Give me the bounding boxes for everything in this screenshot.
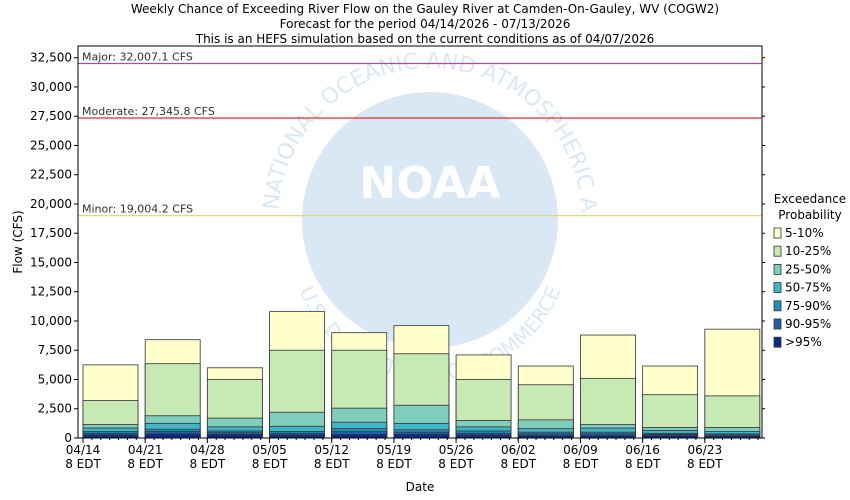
legend-entry: >95% [785,335,822,349]
x-tick-label-date: 04/21 [128,443,163,457]
x-tick-label-time: 8 EDT [376,457,412,471]
bar-segment [206,434,263,439]
chart-title-line: Weekly Chance of Exceeding River Flow on… [131,2,719,16]
legend-swatch [773,263,782,275]
x-tick-label-date: 06/23 [688,443,723,457]
watermark-disc [302,92,558,348]
x-tick-label-time: 8 EDT [65,457,101,471]
legend-entry: 75-90% [785,299,831,313]
y-tick-label: 10,000 [30,314,72,328]
y-tick-label: 30,000 [30,80,72,94]
x-tick-label-time: 8 EDT [314,457,350,471]
x-tick-label-time: 8 EDT [625,457,661,471]
legend: Exceedance Probability 5-10% 10-25% 25-50% 50… [773,192,846,349]
legend-swatch [773,336,782,348]
x-tick-label-date: 06/02 [501,443,536,457]
threshold-label: Minor: 19,004.2 CFS [82,203,193,216]
x-tick-label-date: 04/28 [190,443,225,457]
y-tick-label: 32,500 [30,51,72,65]
legend-swatch [773,300,782,312]
legend-entry: 50-75% [785,281,831,295]
y-tick-label: 0 [64,431,72,445]
y-tick-label: 25,000 [30,138,72,152]
y-tick-label: 20,000 [30,197,72,211]
x-tick-label-time: 8 EDT [190,457,226,471]
x-tick-label-time: 8 EDT [438,457,474,471]
x-tick-label-date: 05/26 [439,443,474,457]
x-tick-label-time: 8 EDT [252,457,288,471]
legend-entry: 5-10% [785,226,824,240]
y-tick-label: 27,500 [30,109,72,123]
x-tick-label-date: 05/05 [252,443,287,457]
threshold-label: Moderate: 27,345.8 CFS [82,105,215,118]
legend-swatch [773,227,782,239]
legend-title: Probability [778,208,841,222]
x-tick-label-date: 04/14 [66,443,101,457]
y-axis-title: Flow (CFS) [11,210,25,273]
chart-title-line: Forecast for the period 04/14/2026 - 07/… [280,17,571,31]
x-tick-label-date: 05/19 [377,443,412,457]
y-tick-label: 5,000 [38,372,72,386]
x-tick-label-time: 8 EDT [127,457,163,471]
y-tick-label: 12,500 [30,285,72,299]
legend-entry: 10-25% [785,244,831,258]
y-tick-label: 22,500 [30,168,72,182]
y-tick-label: 15,000 [30,255,72,269]
plot-area: NATIONAL OCEANIC AND ATMOSPHERIC ADMINIS… [0,0,765,494]
legend-entry: 25-50% [785,262,831,276]
legend-swatch [773,245,782,257]
y-tick-label: 7,500 [38,343,72,357]
bar-segment [331,434,388,439]
x-tick-label-date: 05/12 [314,443,349,457]
y-tick-label: 17,500 [30,226,72,240]
plot-frame [77,45,763,439]
legend-swatch [773,282,782,294]
bar-segment [144,433,201,439]
threshold-label: Major: 32,007.1 CFS [82,50,193,63]
chart-title-line: This is an HEFS simulation based on the … [195,32,655,46]
legend-swatch [773,318,782,330]
bar-segment [393,434,450,439]
x-tick-label-time: 8 EDT [687,457,723,471]
x-tick-label-time: 8 EDT [563,457,599,471]
x-axis-title: Date [406,480,435,494]
legend-title: Exceedance [774,192,846,206]
x-tick-label-date: 06/09 [563,443,598,457]
x-tick-label-time: 8 EDT [500,457,536,471]
watermark-logo-text: NOAA [359,158,500,209]
y-tick-label: 2,500 [38,402,72,416]
chart-title: Weekly Chance of Exceeding River Flow on… [131,2,719,46]
x-tick-label-date: 06/16 [625,443,660,457]
legend-entry: 90-95% [785,317,831,331]
